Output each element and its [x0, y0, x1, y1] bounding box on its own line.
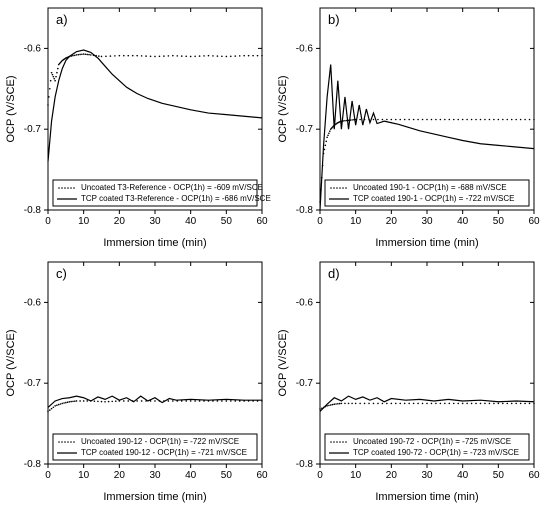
series-dotted	[47, 400, 263, 412]
series-dotted	[319, 403, 535, 410]
svg-text:10: 10	[350, 470, 362, 481]
svg-text:20: 20	[114, 470, 126, 481]
panel-a: 0 10 20 30 40 50 60 -0.8 -0.7 -0.6 Immersion time …	[0, 0, 272, 254]
x-axis-label: Immersion time (min)	[375, 491, 478, 503]
y-axis-label: OCP (V/SCE)	[5, 75, 17, 142]
svg-text:40: 40	[185, 216, 197, 227]
y-axis-label: OCP (V/SCE)	[277, 329, 289, 396]
x-axis-label: Immersion time (min)	[103, 237, 206, 249]
svg-text:-0.7: -0.7	[24, 378, 42, 389]
svg-text:40: 40	[185, 470, 197, 481]
svg-text:20: 20	[114, 216, 126, 227]
svg-text:60: 60	[256, 470, 268, 481]
svg-text:60: 60	[528, 470, 540, 481]
svg-text:50: 50	[493, 470, 505, 481]
svg-text:30: 30	[421, 470, 433, 481]
panel-d: 0 10 20 30 40 50 60 -0.8 -0.7 -0.6 Immersion time …	[272, 254, 544, 508]
svg-text:30: 30	[149, 470, 161, 481]
legend-solid-label: TCP coated T3-Reference - OCP(1h) = -686…	[81, 194, 271, 203]
y-axis-label: OCP (V/SCE)	[277, 75, 289, 142]
svg-text:10: 10	[350, 216, 362, 227]
svg-text:-0.7: -0.7	[296, 124, 314, 135]
svg-text:30: 30	[421, 216, 433, 227]
legend-solid-label: TCP coated 190-1 - OCP(1h) = -722 mV/SCE	[353, 194, 514, 203]
svg-text:-0.8: -0.8	[296, 459, 314, 470]
svg-text:50: 50	[493, 216, 505, 227]
panel-b: 0 10 20 30 40 50 60 -0.8 -0.7 -0.6 Immersion time …	[272, 0, 544, 254]
svg-text:20: 20	[386, 216, 398, 227]
panel-label: a)	[56, 12, 68, 27]
svg-text:-0.7: -0.7	[24, 124, 42, 135]
x-axis-label: Immersion time (min)	[103, 491, 206, 503]
legend-dotted-label: Uncoated 190-12 - OCP(1h) = -722 mV/SCE	[81, 437, 239, 446]
svg-text:10: 10	[78, 470, 90, 481]
svg-text:-0.6: -0.6	[296, 297, 314, 308]
legend-solid-label: TCP coated 190-72 - OCP(1h) = -723 mV/SC…	[353, 448, 519, 457]
legend-dotted-label: Uncoated 190-1 - OCP(1h) = -688 mV/SCE	[353, 183, 507, 192]
svg-text:-0.6: -0.6	[24, 297, 42, 308]
legend-solid-label: TCP coated 190-12 - OCP(1h) = -721 mV/SC…	[81, 448, 247, 457]
y-axis-label: OCP (V/SCE)	[5, 329, 17, 396]
legend-dotted-label: Uncoated 190-72 - OCP(1h) = -725 mV/SCE	[353, 437, 511, 446]
panel-c: 0 10 20 30 40 50 60 -0.8 -0.7 -0.6 Immersion time …	[0, 254, 272, 508]
panel-label: d)	[328, 266, 340, 281]
series-solid	[48, 396, 262, 407]
svg-text:50: 50	[221, 470, 233, 481]
svg-text:-0.8: -0.8	[24, 459, 42, 470]
svg-text:0: 0	[317, 216, 323, 227]
svg-text:40: 40	[457, 216, 469, 227]
svg-text:10: 10	[78, 216, 90, 227]
svg-text:-0.8: -0.8	[296, 205, 314, 216]
svg-text:-0.8: -0.8	[24, 205, 42, 216]
series-solid	[48, 50, 262, 162]
svg-text:40: 40	[457, 470, 469, 481]
svg-text:-0.6: -0.6	[296, 43, 314, 54]
panel-label: c)	[56, 266, 67, 281]
legend-dotted-label: Uncoated T3-Reference - OCP(1h) = -609 m…	[81, 183, 263, 192]
chart-grid: 0 10 20 30 40 50 60 -0.8 -0.7 -0.6 Immersion time …	[0, 0, 544, 508]
svg-text:0: 0	[45, 470, 51, 481]
svg-text:-0.7: -0.7	[296, 378, 314, 389]
series-dotted	[47, 53, 263, 106]
svg-text:0: 0	[317, 470, 323, 481]
svg-text:-0.6: -0.6	[24, 43, 42, 54]
x-axis-label: Immersion time (min)	[375, 237, 478, 249]
svg-text:30: 30	[149, 216, 161, 227]
svg-text:20: 20	[386, 470, 398, 481]
svg-text:60: 60	[528, 216, 540, 227]
panel-label: b)	[328, 12, 340, 27]
svg-text:50: 50	[221, 216, 233, 227]
svg-text:60: 60	[256, 216, 268, 227]
svg-text:0: 0	[45, 216, 51, 227]
